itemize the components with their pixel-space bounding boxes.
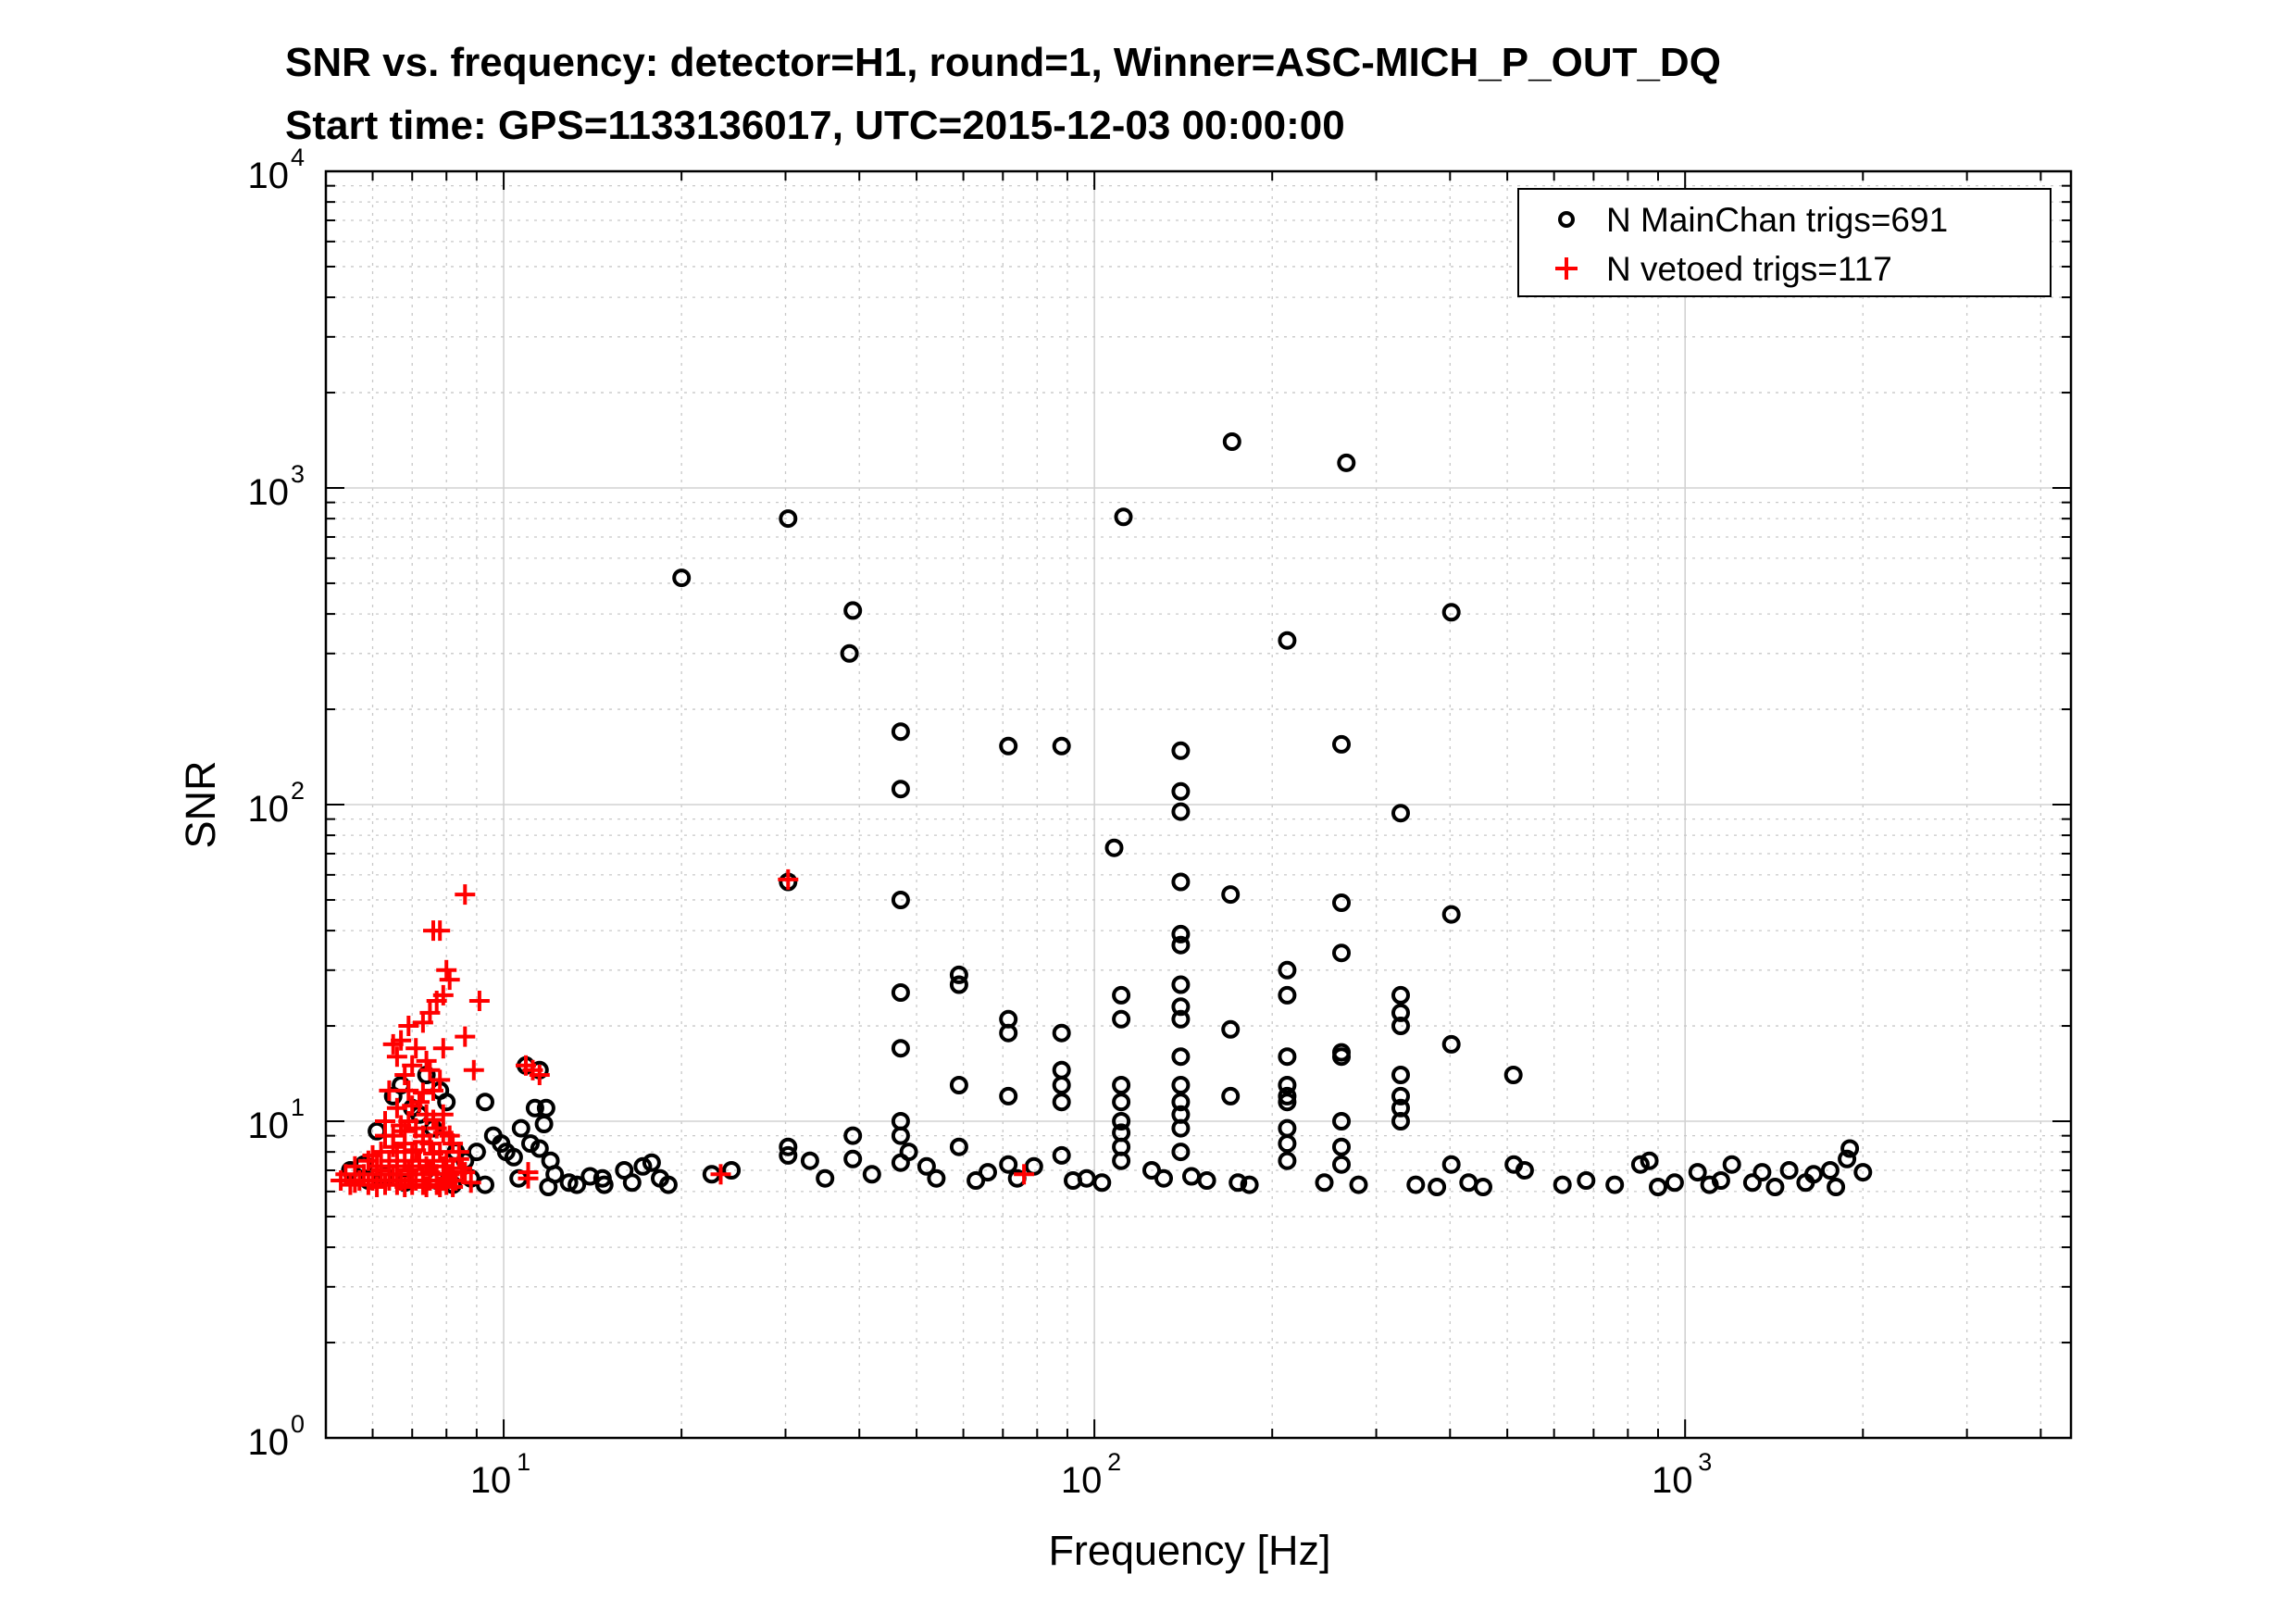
- y-tick-label-exponent: 4: [291, 144, 305, 171]
- chart-title: SNR vs. frequency: detector=H1, round=1,…: [285, 40, 1721, 85]
- x-axis-label: Frequency [Hz]: [1048, 1527, 1330, 1574]
- y-tick-label-base: 10: [248, 156, 290, 196]
- x-tick-label-base: 10: [1652, 1460, 1693, 1501]
- chart-subtitle: Start time: GPS=1133136017, UTC=2015-12-…: [285, 103, 1345, 148]
- x-tick-label-base: 10: [470, 1460, 512, 1501]
- y-tick-label-base: 10: [248, 1106, 290, 1146]
- y-tick-label-exponent: 1: [291, 1093, 305, 1121]
- x-tick-label-exponent: 2: [1107, 1448, 1121, 1476]
- y-tick-label-exponent: 3: [291, 460, 305, 488]
- chart-figure: SNR vs. frequency: detector=H1, round=1,…: [0, 0, 2295, 1624]
- legend-label-vetoed: N vetoed trigs=117: [1606, 250, 1892, 288]
- x-tick-label-exponent: 1: [517, 1448, 530, 1476]
- y-tick-label-exponent: 0: [291, 1410, 305, 1438]
- legend: N MainChan trigs=691 N vetoed trigs=117: [1518, 189, 2051, 296]
- x-tick-label-base: 10: [1061, 1460, 1103, 1501]
- y-tick-label-base: 10: [248, 789, 290, 830]
- y-tick-label-exponent: 2: [291, 777, 305, 805]
- y-tick-label-base: 10: [248, 1422, 290, 1463]
- legend-label-mainchan: N MainChan trigs=691: [1606, 201, 1948, 239]
- y-axis-label: SNR: [177, 760, 224, 848]
- y-tick-label-base: 10: [248, 472, 290, 513]
- x-tick-label-exponent: 3: [1698, 1448, 1712, 1476]
